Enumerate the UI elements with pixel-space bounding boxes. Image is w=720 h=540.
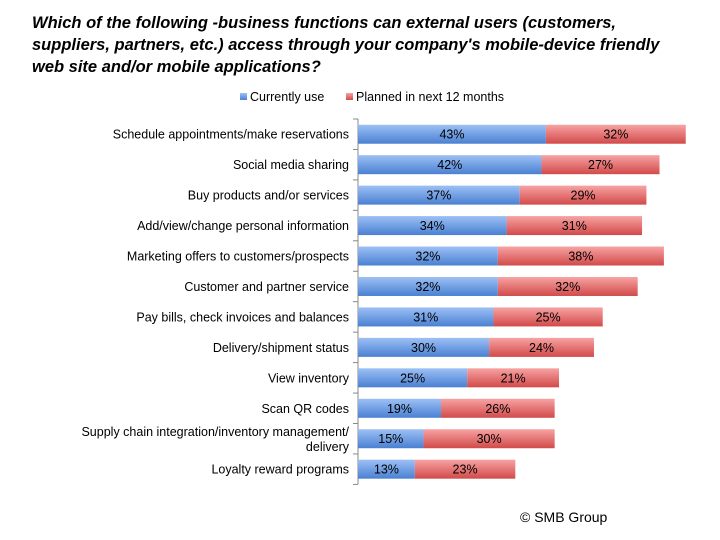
data-label: 32% (415, 250, 440, 264)
category-label: Social media sharing (233, 158, 349, 172)
legend-swatch-0 (240, 93, 247, 100)
bar-planned (493, 307, 603, 327)
bar-currently-use (358, 307, 494, 327)
bar-currently-use (358, 246, 498, 266)
data-label: 38% (568, 250, 593, 264)
bar-planned (506, 216, 643, 236)
category-label: Customer and partner service (184, 280, 349, 294)
category-label: Buy products and/or services (188, 189, 349, 203)
data-label: 30% (477, 432, 502, 446)
legend-label-1: Planned in next 12 months (356, 90, 504, 104)
bar-currently-use (358, 337, 490, 357)
bar-currently-use (358, 185, 520, 205)
data-label: 23% (453, 463, 478, 477)
data-label: 34% (420, 219, 445, 233)
category-label: View inventory (268, 371, 350, 385)
bar-currently-use (358, 216, 507, 236)
chart-title: Which of the following -business functio… (32, 14, 660, 76)
data-label: 26% (485, 402, 510, 416)
bar-planned (467, 368, 560, 388)
bar-currently-use (358, 155, 542, 175)
data-label: 27% (588, 158, 613, 172)
bar-planned (441, 398, 555, 418)
legend: Currently use Planned in next 12 months (240, 90, 504, 104)
data-label: 25% (400, 371, 425, 385)
data-label: 31% (562, 219, 587, 233)
category-label: Add/view/change personal information (137, 219, 349, 233)
bar-currently-use (358, 124, 546, 144)
data-label: 21% (501, 371, 526, 385)
category-label: Supply chain integration/inventory manag… (81, 425, 349, 454)
category-label: Scan QR codes (261, 402, 349, 416)
category-label: Delivery/shipment status (213, 341, 349, 355)
copyright-credit: © SMB Group (520, 509, 608, 525)
data-label: 15% (378, 432, 403, 446)
bar-planned (423, 429, 555, 449)
bar-currently-use (358, 429, 424, 449)
data-label: 31% (413, 310, 438, 324)
bar-currently-use (358, 398, 442, 418)
bar-currently-use (358, 276, 498, 296)
data-label: 19% (387, 402, 412, 416)
bar-planned (414, 459, 516, 479)
category-label: Pay bills, check invoices and balances (136, 310, 349, 324)
data-label: 43% (439, 128, 464, 142)
data-label: 32% (555, 280, 580, 294)
data-label: 24% (529, 341, 554, 355)
data-label: 30% (411, 341, 436, 355)
data-label: 25% (536, 310, 561, 324)
legend-label-0: Currently use (250, 90, 324, 104)
data-label: 42% (437, 158, 462, 172)
bar-planned (497, 246, 664, 266)
bar-currently-use (358, 459, 415, 479)
legend-swatch-1 (346, 93, 353, 100)
data-label: 37% (426, 189, 451, 203)
data-label: 29% (571, 189, 596, 203)
data-label: 32% (415, 280, 440, 294)
bar-planned (545, 124, 686, 144)
bar-planned (497, 276, 638, 296)
data-label: 13% (374, 463, 399, 477)
bar-planned (489, 337, 594, 357)
bar-planned (541, 155, 660, 175)
data-label: 32% (603, 128, 628, 142)
category-label: Schedule appointments/make reservations (113, 128, 349, 142)
category-label: Loyalty reward programs (211, 463, 349, 477)
bar-currently-use (358, 368, 468, 388)
bar-planned (519, 185, 647, 205)
category-label: Marketing offers to customers/prospects (127, 250, 349, 264)
